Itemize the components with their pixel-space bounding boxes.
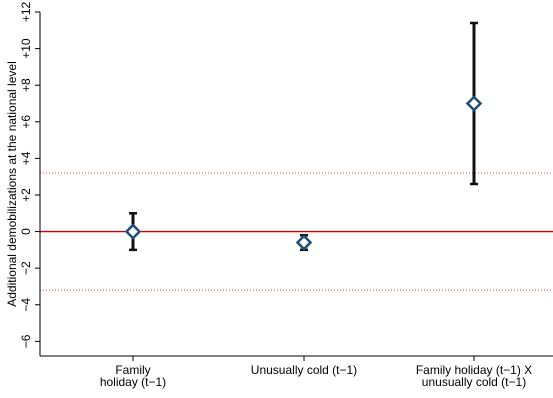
x-tick-label: Unusually cold (t−1) <box>251 363 357 377</box>
estimate-point <box>295 234 313 251</box>
estimate-point <box>124 223 142 240</box>
data-marks <box>124 21 483 252</box>
y-tick-label: −2 <box>19 261 33 275</box>
reference-lines <box>40 172 553 291</box>
x-tick-label: Family <box>115 363 150 377</box>
y-tick-label: +6 <box>19 115 33 129</box>
y-tick-label: +12 <box>19 1 33 22</box>
x-tick-label: holiday (t−1) <box>100 375 166 389</box>
x-tick-label: unusually cold (t−1) <box>422 375 526 389</box>
y-tick-label: +2 <box>19 188 33 202</box>
x-tick-label: Family holiday (t−1) X <box>416 363 532 377</box>
y-tick-label: +4 <box>19 151 33 165</box>
y-axis-title: Additional demobilizations at the nation… <box>5 61 19 307</box>
estimate-point <box>465 95 483 112</box>
y-tick-label: −4 <box>19 298 33 312</box>
y-tick-label: +10 <box>19 38 33 59</box>
y-axis: −6 −4 −2 0 +2 +4 +6 +8 +10 +12 <box>19 1 41 356</box>
y-tick-label: −6 <box>19 334 33 348</box>
y-tick-label: +8 <box>19 78 33 92</box>
y-tick-label: 0 <box>19 228 33 235</box>
